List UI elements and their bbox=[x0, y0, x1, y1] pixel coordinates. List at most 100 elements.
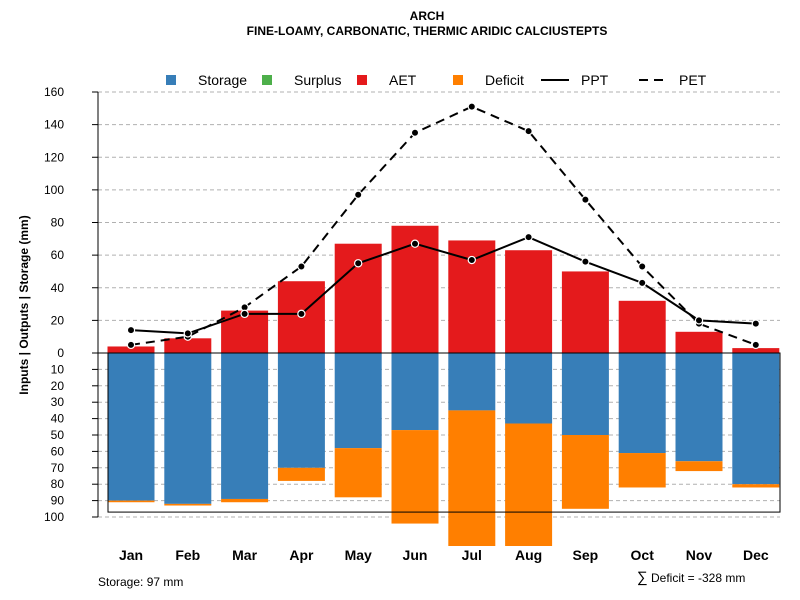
y-tick-label: 40 bbox=[51, 412, 65, 426]
legend-swatch-deficit bbox=[453, 75, 463, 85]
pet-point-aug bbox=[524, 126, 533, 136]
y-tick-label: 40 bbox=[51, 281, 65, 295]
ppt-point-sep bbox=[581, 257, 590, 266]
legend-swatch-aet bbox=[357, 75, 367, 85]
pet-point-jun bbox=[410, 128, 420, 137]
x-tick-label-sep: Sep bbox=[573, 547, 599, 563]
x-tick-label-aug: Aug bbox=[515, 547, 542, 563]
storage-footnote: Storage: 97 mm bbox=[98, 575, 183, 589]
deficit-footnote: Deficit = -328 mm bbox=[651, 571, 745, 585]
deficit-bar-jun bbox=[391, 430, 439, 524]
x-tick-label-may: May bbox=[345, 547, 372, 563]
ppt-point-oct bbox=[638, 278, 647, 288]
y-tick-label: 60 bbox=[51, 248, 65, 262]
ppt-point-feb bbox=[183, 329, 192, 338]
x-tick-label-dec: Dec bbox=[743, 547, 769, 563]
y-tick-label: 30 bbox=[51, 395, 65, 409]
x-tick-label-jan: Jan bbox=[119, 547, 143, 563]
deficit-bar-apr bbox=[277, 467, 325, 481]
storage-bar-mar bbox=[221, 353, 269, 499]
deficit-bar-mar bbox=[221, 498, 269, 503]
y-tick-label: 0 bbox=[57, 346, 64, 360]
storage-bar-jun bbox=[391, 353, 439, 431]
chart-title: ARCH bbox=[410, 9, 445, 23]
aet-bar-jan bbox=[107, 346, 155, 353]
legend-label-storage: Storage bbox=[198, 72, 247, 88]
pet-point-jan bbox=[126, 340, 136, 350]
deficit-bar-jul bbox=[448, 410, 496, 546]
y-tick-label: 60 bbox=[51, 444, 65, 458]
y-tick-label: 80 bbox=[51, 477, 65, 491]
y-tick-label: 20 bbox=[51, 313, 65, 327]
bar-layer bbox=[107, 225, 780, 546]
x-tick-label-apr: Apr bbox=[289, 547, 314, 563]
aet-bar-nov bbox=[675, 331, 723, 353]
y-tick-label: 100 bbox=[44, 510, 64, 524]
legend: Storage Surplus AET Deficit PPT PET bbox=[166, 72, 707, 88]
x-tick-label-oct: Oct bbox=[631, 547, 655, 563]
storage-bar-aug bbox=[505, 353, 553, 424]
pet-point-oct bbox=[638, 262, 647, 271]
storage-bar-jul bbox=[448, 353, 496, 411]
y-tick-label: 80 bbox=[51, 216, 65, 230]
grid-lines bbox=[98, 91, 780, 518]
y-tick-label: 140 bbox=[44, 118, 64, 132]
ppt-point-apr bbox=[297, 309, 306, 319]
aet-bar-oct bbox=[618, 300, 666, 353]
deficit-bar-aug bbox=[505, 423, 553, 546]
ppt-line bbox=[130, 236, 756, 335]
pet-point-may bbox=[354, 190, 363, 199]
y-tick-label: 160 bbox=[44, 85, 64, 99]
chart-subtitle: FINE-LOAMY, CARBONATIC, THERMIC ARIDIC C… bbox=[247, 24, 608, 38]
sum-symbol: ∑ bbox=[637, 569, 648, 586]
ppt-point-jan bbox=[126, 325, 136, 335]
x-tick-label-nov: Nov bbox=[686, 547, 713, 563]
y-tick-label: 10 bbox=[51, 362, 65, 376]
ppt-point-aug bbox=[524, 232, 533, 242]
deficit-bar-may bbox=[334, 448, 382, 498]
ppt-point-may bbox=[354, 259, 363, 268]
legend-swatch-surplus bbox=[262, 75, 272, 85]
storage-bar-sep bbox=[561, 353, 609, 435]
aet-bar-feb bbox=[164, 338, 212, 353]
storage-bar-oct bbox=[618, 353, 666, 454]
storage-bar-apr bbox=[277, 353, 325, 468]
legend-label-aet: AET bbox=[389, 72, 417, 88]
storage-bar-nov bbox=[675, 353, 723, 462]
x-tick-label-jul: Jul bbox=[462, 547, 482, 563]
deficit-bar-oct bbox=[618, 453, 666, 488]
y-tick-label: 90 bbox=[51, 494, 65, 508]
legend-label-surplus: Surplus bbox=[294, 72, 341, 88]
y-axis-label: Inputs | Outputs | Storage (mm) bbox=[17, 215, 31, 394]
aet-bar-aug bbox=[505, 250, 553, 353]
y-tick-label: 50 bbox=[51, 428, 65, 442]
pet-point-sep bbox=[581, 195, 590, 204]
storage-bar-dec bbox=[732, 353, 780, 485]
legend-label-ppt: PPT bbox=[581, 72, 609, 88]
deficit-bar-nov bbox=[675, 461, 723, 472]
storage-bar-feb bbox=[164, 353, 212, 504]
aet-bar-dec bbox=[732, 348, 780, 353]
aet-bar-sep bbox=[561, 271, 609, 353]
y-tick-label: 20 bbox=[51, 379, 65, 393]
ppt-point-mar bbox=[240, 309, 249, 319]
axes: 160 140 120 100 80 60 40 20 0 10 20 30 40 50 60 70 80 90 1… bbox=[44, 85, 780, 563]
deficit-bar-feb bbox=[164, 503, 212, 506]
legend-label-pet: PET bbox=[679, 72, 707, 88]
pet-point-dec bbox=[751, 340, 761, 350]
storage-bar-may bbox=[334, 353, 382, 449]
deficit-bar-jan bbox=[107, 500, 155, 503]
y-tick-label: 100 bbox=[44, 183, 64, 197]
ppt-point-jul bbox=[467, 255, 476, 265]
pet-point-apr bbox=[297, 262, 306, 271]
ppt-point-jun bbox=[410, 239, 420, 248]
ppt-point-dec bbox=[751, 319, 761, 328]
ppt-point-nov bbox=[694, 316, 704, 325]
deficit-bar-dec bbox=[732, 484, 780, 488]
storage-bar-jan bbox=[107, 353, 155, 501]
x-tick-label-feb: Feb bbox=[175, 547, 200, 563]
deficit-bar-sep bbox=[561, 435, 609, 509]
x-tick-label-mar: Mar bbox=[232, 547, 257, 563]
pet-line bbox=[130, 105, 757, 346]
